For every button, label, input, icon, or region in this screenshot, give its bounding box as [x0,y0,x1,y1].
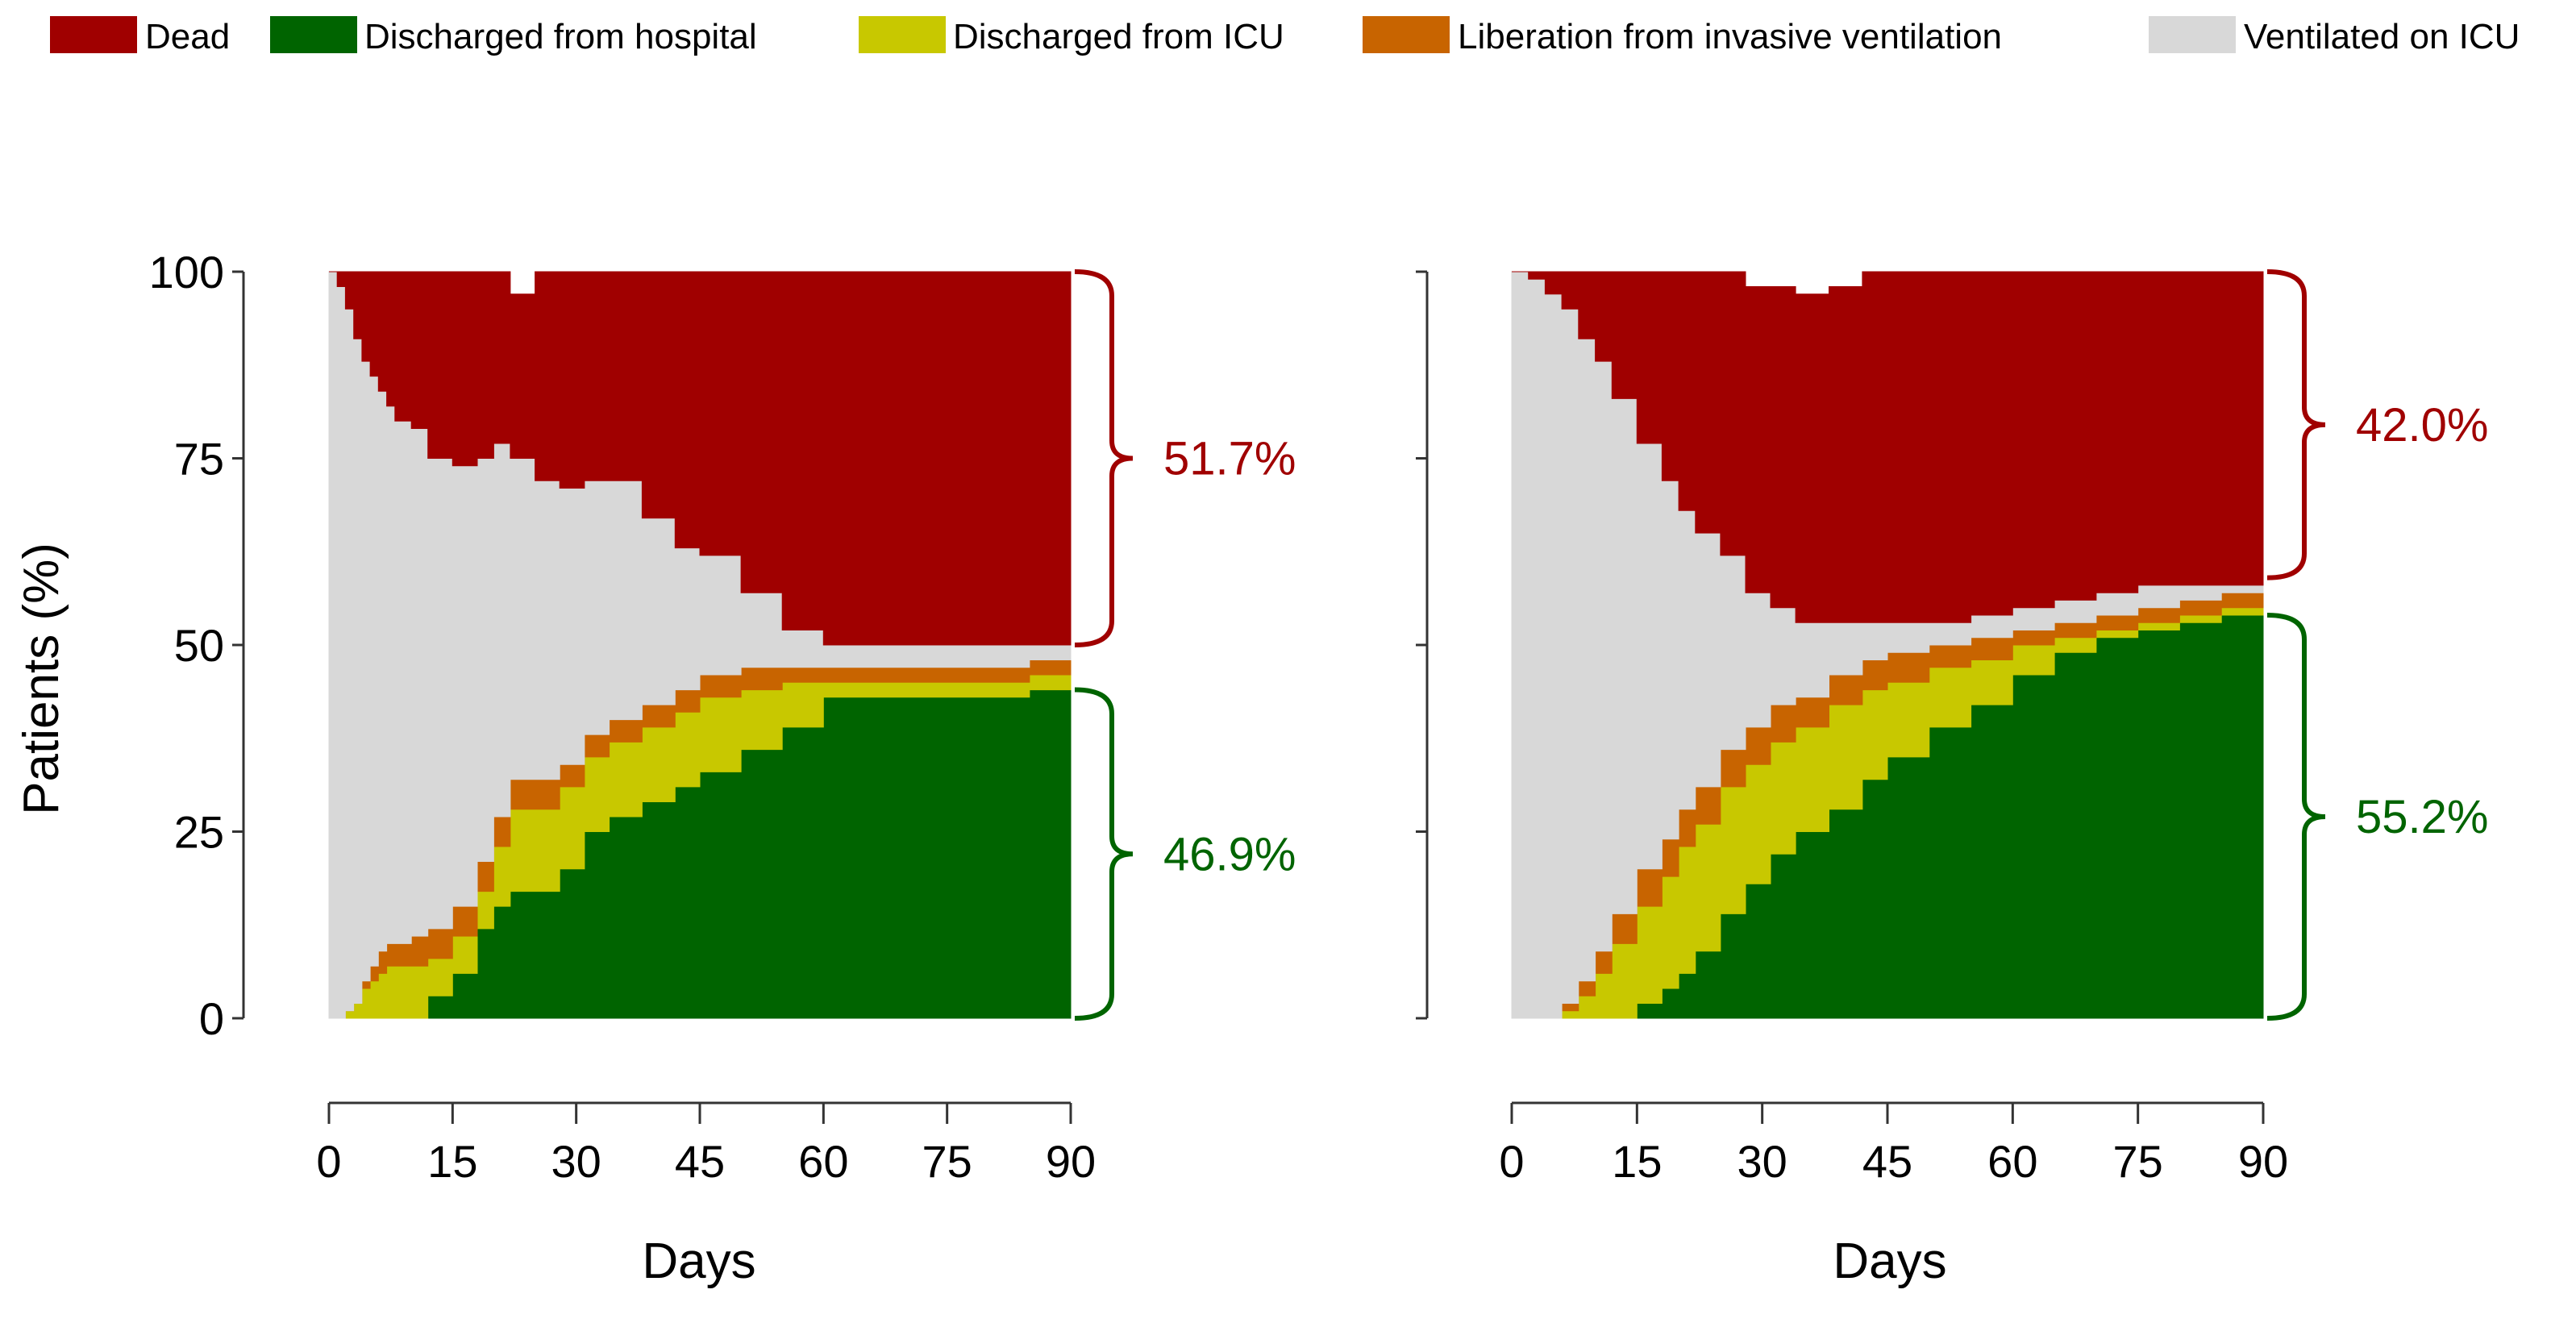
bracket-dead [2266,269,2326,580]
percent-label-hospital: 55.2% [2356,791,2488,843]
x-tick-label: 90 [1046,1136,1096,1187]
y-tick-label: 0 [199,993,224,1044]
percent-label-dead: 42.0% [2356,399,2488,451]
legend-swatch-vent [2149,16,2236,53]
y-axis-title: Patients (%) [14,543,69,815]
x-axis-title-right: Days [1833,1234,1946,1289]
x-tick-label: 60 [1987,1136,2037,1187]
x-tick-label: 75 [2113,1136,2163,1187]
bracket-dead [1074,269,1134,647]
x-tick-label: 45 [1862,1136,1912,1187]
legend-swatch-dead [50,16,137,53]
legend-label-hospital: Discharged from hospital [364,17,757,56]
legend-swatch-hospital [270,16,357,53]
y-tick-label: 50 [174,620,224,671]
legend-swatch-icu [859,16,946,53]
percent-label-dead: 51.7% [1163,433,1296,485]
y-tick-label: 25 [174,807,224,858]
x-tick-label: 15 [427,1136,477,1187]
x-tick-label: 45 [675,1136,725,1187]
panel-right: 0 15 30 45 60 75 90 42.0% 55.2% [1416,269,2488,1187]
x-tick-label: 0 [316,1136,341,1187]
x-tick-label: 60 [798,1136,848,1187]
legend-label-dead: Dead [145,17,230,56]
percent-label-hospital: 46.9% [1163,828,1296,880]
x-tick-label: 0 [1499,1136,1524,1187]
x-tick-label: 15 [1612,1136,1662,1187]
legend-label-lib: Liberation from invasive ventilation [1458,17,2002,56]
area-dead [329,271,1072,646]
y-tick-label: 100 [149,247,224,297]
legend-label-vent: Ventilated on ICU [2244,17,2520,56]
legend-label-icu: Discharged from ICU [953,17,1284,56]
bracket-hospital [1074,687,1134,1021]
area-dead [1512,271,2264,623]
legend-swatch-lib [1363,16,1450,53]
bracket-hospital [2266,612,2326,1021]
x-tick-label: 75 [922,1136,972,1187]
x-tick-label: 30 [551,1136,601,1187]
y-tick-label: 75 [174,434,224,485]
x-tick-label: 90 [2238,1136,2288,1187]
x-axis-title-left: Days [642,1234,755,1289]
legend: Dead Discharged from hospital Discharged f… [50,16,2520,56]
panel-left: 0 25 50 75 100 0 15 30 45 60 75 90 51.7% 46.9% [149,247,1296,1187]
x-tick-label: 30 [1737,1136,1787,1187]
